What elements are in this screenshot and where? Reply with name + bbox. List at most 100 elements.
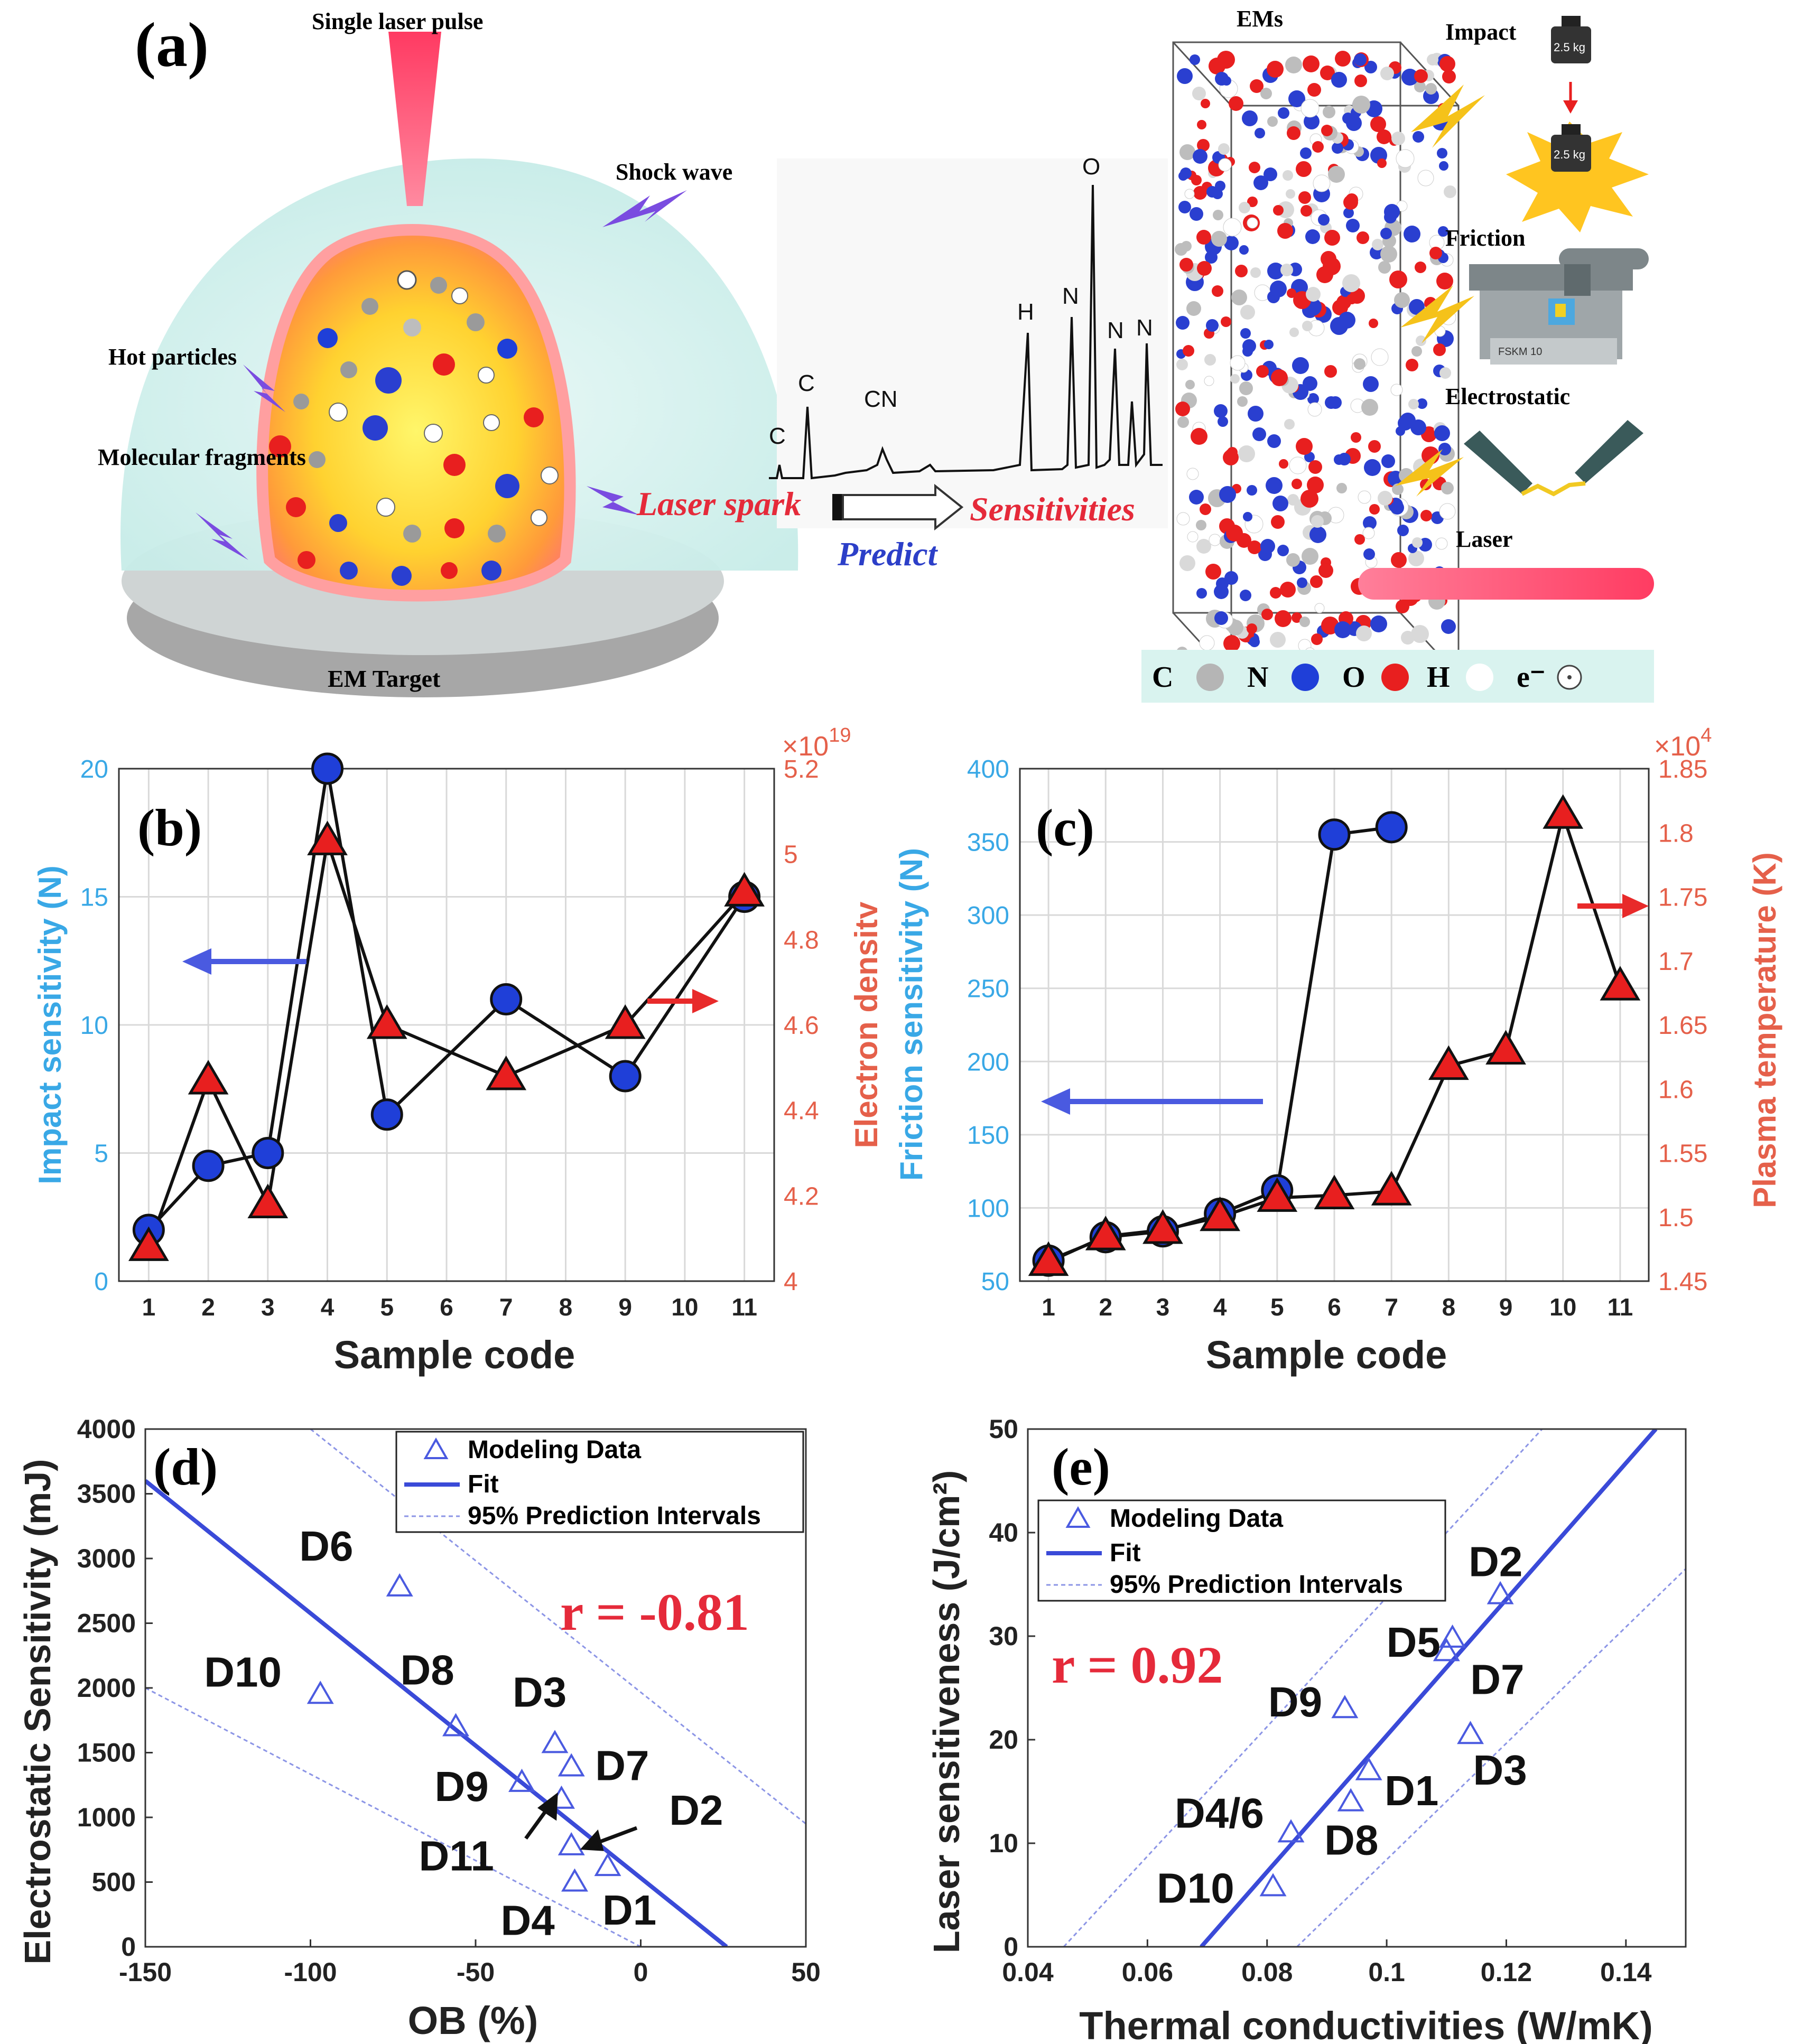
data-point-triangle: [307, 820, 348, 855]
crystal-atom: [1390, 501, 1404, 515]
data-point-circle: [192, 1150, 225, 1182]
panel-d-chart: -150 -100 -50 0 5005001000150020002500300035…: [0, 1384, 877, 2044]
crystal-atom: [1209, 58, 1225, 74]
crystal-atom: [1271, 515, 1285, 529]
y-tick-label: 300: [967, 902, 1009, 930]
x-tick-label: 0.1: [1368, 1957, 1405, 1987]
y2-tick-label: 1.5: [1658, 1204, 1694, 1232]
crystal-atom: [1288, 90, 1305, 107]
crystal-atom: [1320, 66, 1335, 80]
crystal-atom: [1280, 582, 1296, 598]
crystal-atom: [1231, 290, 1247, 305]
crystal-atom: [1292, 612, 1302, 623]
crystal-atom: [1434, 425, 1450, 441]
point-label: D9: [1268, 1678, 1322, 1725]
data-point-circle: [370, 1098, 403, 1131]
y2-tick-label: 1.75: [1658, 884, 1707, 912]
crystal-atom: [1342, 274, 1360, 292]
y-tick-label: 50: [989, 1414, 1018, 1444]
friction-label: Friction: [1445, 225, 1526, 251]
axis-y-label: Electrostatic Sensitivity (mJ): [17, 1459, 58, 1965]
crystal-atom: [1332, 142, 1343, 154]
crystal-atom: [1248, 540, 1261, 554]
x-tick-label: 4: [321, 1293, 335, 1321]
crystal-atom: [1250, 267, 1261, 278]
laser-beam: [1358, 568, 1654, 600]
crystal-atom: [1372, 239, 1383, 250]
data-point-circle: [1318, 818, 1351, 851]
crystal-atom: [1250, 79, 1264, 93]
laser-label: Laser: [1456, 526, 1513, 552]
crystal-atom: [1378, 491, 1392, 506]
crystal-atom: [1287, 494, 1299, 506]
data-point-circle: [490, 983, 523, 1015]
crystal-atom: [1439, 367, 1451, 379]
crystal-atom: [1180, 167, 1192, 179]
crystal-atom: [1206, 186, 1218, 198]
crystal-atom: [1378, 261, 1391, 274]
crystal-atom: [1435, 537, 1448, 550]
crystal-atom: [1237, 396, 1248, 407]
crystal-atom: [1242, 110, 1258, 126]
prediction-interval-upper: [1063, 1429, 1543, 1947]
crystal-atom: [1304, 114, 1320, 129]
crystal-atom: [1300, 147, 1312, 159]
shock-wave-label: Shock wave: [616, 159, 732, 185]
point-label: D4/6: [1175, 1789, 1264, 1836]
x-tick-label: 10: [1549, 1293, 1576, 1321]
friction-device: FSKM 10: [1469, 248, 1649, 365]
crystal-atom: [1302, 321, 1313, 331]
crystal-atom: [1278, 107, 1289, 119]
axis-y-label: Friction sensitivity (N): [894, 848, 929, 1181]
sensitivities-label: Sensitivities: [970, 490, 1135, 528]
point-label: D7: [1470, 1656, 1524, 1703]
crystal-atom: [1316, 266, 1333, 283]
plasma-particles: [269, 270, 559, 586]
crystal-atom: [1362, 527, 1375, 539]
data-point-triangle: [1428, 1045, 1469, 1080]
svg-text:N: N: [1136, 315, 1153, 341]
crystal-atom: [1225, 449, 1238, 461]
crystal-atom: [1197, 261, 1212, 276]
crystal-atom: [1314, 603, 1325, 613]
crystal-atom: [1286, 553, 1300, 567]
y-tick-label: 15: [80, 884, 108, 912]
crystal-atom: [1321, 125, 1333, 136]
data-point: [1457, 1721, 1484, 1744]
crystal-atom: [1239, 245, 1249, 255]
point-label: D2: [669, 1787, 723, 1834]
crystal-atom: [1312, 141, 1324, 153]
crystal-atom: [1219, 486, 1236, 503]
data-point-triangle: [1028, 1241, 1069, 1276]
crystal-atom: [1176, 512, 1190, 526]
crystal-atom: [1277, 545, 1289, 556]
crystal-atom: [1351, 432, 1361, 443]
crystal-atom: [1196, 520, 1206, 530]
crystal-atom: [1339, 312, 1355, 329]
x-tick-label: -50: [457, 1957, 495, 1987]
crystal-atom: [1308, 460, 1322, 474]
crystal-atom: [1287, 126, 1300, 140]
crystal-atom: [1338, 453, 1351, 465]
crystal-atom: [1307, 477, 1324, 493]
crystal-atom: [1247, 485, 1257, 496]
crystal-atom: [1425, 83, 1437, 95]
crystal-atom: [1401, 69, 1418, 86]
crystal-atom: [1364, 61, 1377, 73]
crystal-atom: [1299, 617, 1310, 627]
data-point: [1331, 1695, 1359, 1719]
x-tick-label: 11: [1608, 1293, 1633, 1321]
crystal-atom: [1331, 72, 1347, 88]
axis-y-label: Laser sensitiveness (J/cm²): [926, 1470, 967, 1953]
panel-c-chart: 1 2 3 4 5 6 7 8 9 10 11 50 100 150 200 250 300 350 400 1.45…: [877, 703, 1793, 1384]
crystal-atom: [1439, 161, 1448, 171]
crystal-atom: [1190, 54, 1200, 65]
crystal-atom: [1239, 202, 1250, 213]
crystal-atom: [1329, 396, 1342, 409]
crystal-atom: [1361, 399, 1378, 416]
crystal-atom: [1205, 564, 1221, 580]
panel-b-chart: 1 2 3 4 5 6 7 8 9 10 11 0 5 10 15 20 4 4.2 4.4 4.6 4.8 5 5.2 (…: [0, 703, 877, 1384]
crystal-atom: [1184, 189, 1195, 199]
point-label: D4: [501, 1897, 555, 1944]
crystal-atom: [1176, 316, 1190, 330]
